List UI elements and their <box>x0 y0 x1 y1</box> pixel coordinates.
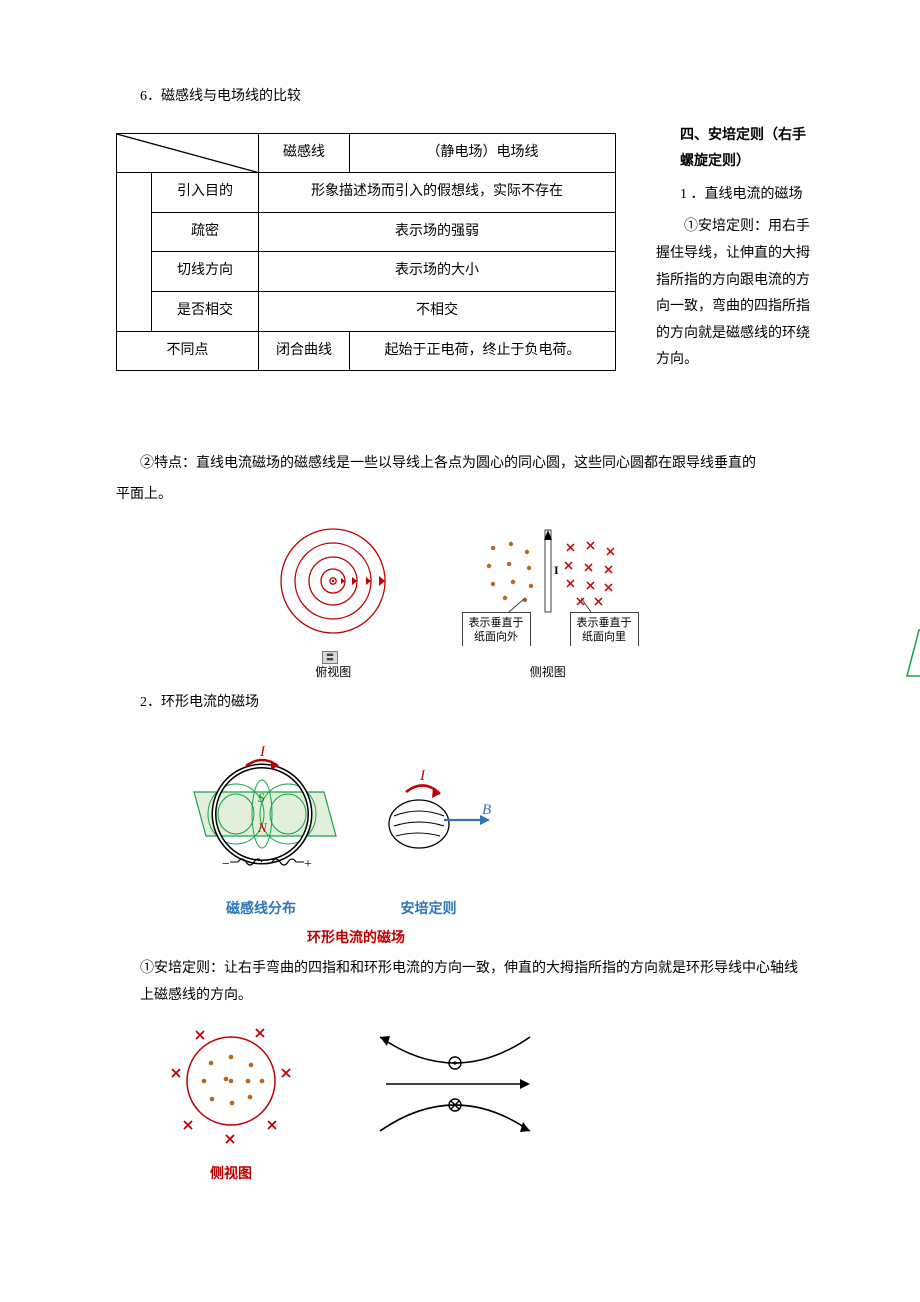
section-4-1-title: 1 ．直线电流的磁场 <box>680 182 810 209</box>
comparison-table: 磁感线 （静电场）电场线 引入目的 形象描述场而引入的假想线，实际不存在 疏密 … <box>116 133 616 372</box>
straight-current-figures: 俯视图 I <box>116 526 810 683</box>
caption-ring-rule: 安培定则 <box>364 895 494 922</box>
svg-text:I: I <box>259 744 266 760</box>
svg-text:N: N <box>257 820 268 835</box>
watermark-icon: 〓 <box>322 651 338 664</box>
table-row: 疏密 <box>152 212 259 252</box>
table-row: 形象描述场而引入的假想线，实际不存在 <box>259 173 616 213</box>
callout-in-b: 纸面向里 <box>582 632 626 644</box>
table-row: 表示场的大小 <box>259 252 616 292</box>
svg-text:B: B <box>482 802 491 818</box>
callout-out-b: 纸面向外 <box>474 632 518 644</box>
table-row: 不同点 <box>117 331 259 371</box>
svg-text:−: − <box>222 857 230 872</box>
table-row: 引入目的 <box>152 173 259 213</box>
ring-field-icon: I S N − + <box>176 734 346 884</box>
feature-text-a: ②特点：直线电流磁场的磁感线是一些以导线上各点为圆心的同心圆，这些同心圆都在跟导… <box>140 451 810 478</box>
table-row: 表示场的强弱 <box>259 212 616 252</box>
table-header-mag: 磁感线 <box>259 133 350 173</box>
table-row: 切线方向 <box>152 252 259 292</box>
side-view-dots-icon <box>156 1019 306 1149</box>
table-diag-cell <box>117 133 259 173</box>
svg-text:S: S <box>258 790 265 805</box>
caption-side-view: 侧视图 <box>433 661 663 684</box>
section-4-2-title: 2．环形电流的磁场 <box>140 690 810 717</box>
callout-out-a: 表示垂直于 <box>468 617 523 629</box>
svg-text:I: I <box>419 768 426 784</box>
side-view-icon: I 表示垂直于 <box>433 526 663 646</box>
table-row <box>117 173 152 331</box>
plane-field-icon: I <box>905 570 920 710</box>
concentric-circles-icon <box>263 526 403 646</box>
caption-top-view: 俯视图 <box>263 661 403 684</box>
caption-ring-field: 磁感线分布 <box>176 895 346 922</box>
table-header-elec: （静电场）电场线 <box>350 133 616 173</box>
bottom-figures: 侧视图 <box>156 1019 810 1186</box>
table-row: 不相交 <box>259 291 616 331</box>
table-row: 闭合曲线 <box>259 331 350 371</box>
ring-rule-text: ①安培定则：让右手弯曲的四指和和环形电流的方向一致，伸直的大拇指所指的方向就是环… <box>140 956 810 1009</box>
caption-field-dist: 磁感线分布 <box>905 721 920 748</box>
table-row: 起始于正电荷，终止于负电荷。 <box>350 331 616 371</box>
section-4-heading: 四、安培定则（右手螺旋定则） <box>680 123 810 176</box>
feature-text-b: 平面上。 <box>116 482 810 509</box>
svg-text:+: + <box>304 857 312 872</box>
ring-current-figures: I S N − + 磁感线分布 <box>176 734 810 950</box>
section-6-title: 6．磁感线与电场线的比较 <box>140 84 810 111</box>
caption-ring-title: 环形电流的磁场 <box>216 924 496 951</box>
ring-hand-icon: B I <box>364 764 494 884</box>
callout-in-a: 表示垂直于 <box>576 617 631 629</box>
field-line-plane-figure: I 磁感线分布 <box>905 570 920 747</box>
table-row: 是否相交 <box>152 291 259 331</box>
field-arcs-icon <box>360 1019 550 1149</box>
svg-text:I: I <box>554 563 559 577</box>
ampere-rule-text: ①安培定则：用右手握住导线，让伸直的大拇指所指的方向跟电流的方向一致，弯曲的四指… <box>656 214 810 374</box>
caption-bottom-side: 侧视图 <box>156 1160 306 1187</box>
